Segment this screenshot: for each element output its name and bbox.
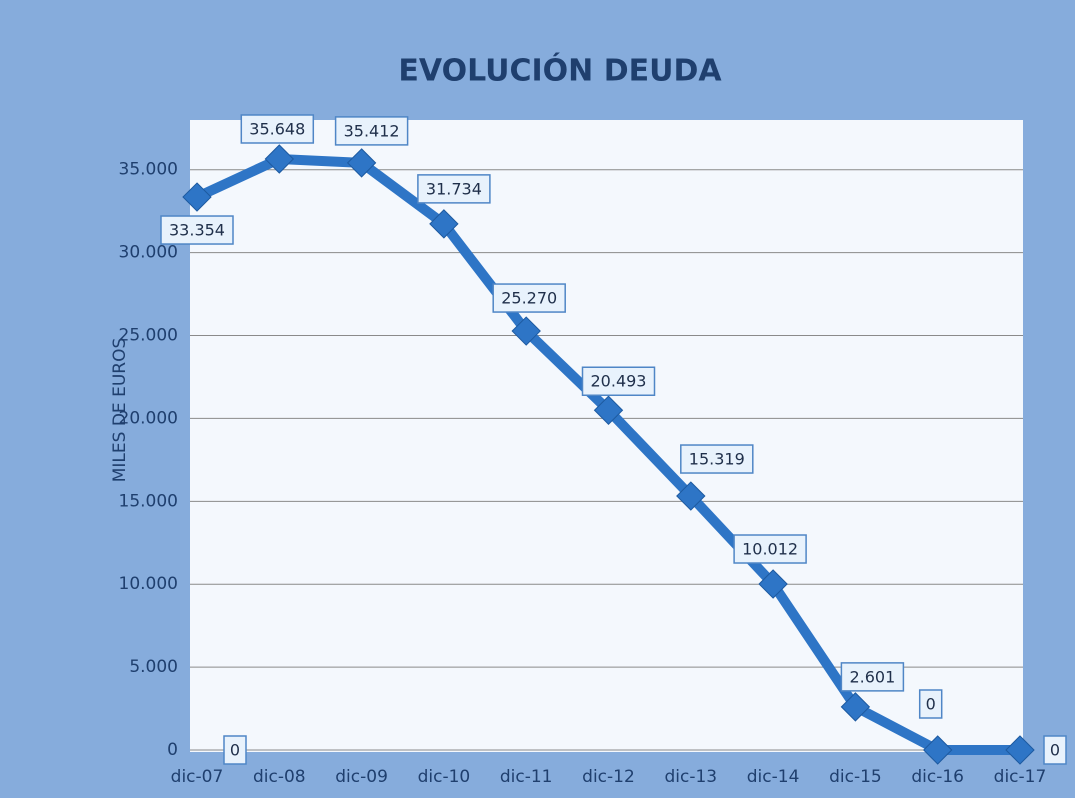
- annotation: 0: [230, 741, 240, 760]
- x-tick-label: dic-11: [500, 767, 553, 787]
- data-label-box: [918, 689, 943, 719]
- data-label: 35.412: [344, 121, 400, 140]
- data-label-box: [680, 444, 754, 474]
- y-tick-label: 10.000: [119, 574, 178, 594]
- x-tick-label: dic-10: [418, 767, 471, 787]
- y-tick-label: 25.000: [119, 326, 178, 346]
- data-label: 31.734: [426, 179, 482, 198]
- data-label: 25.270: [501, 289, 557, 308]
- marker: [346, 148, 377, 178]
- data-label-box: [581, 366, 656, 396]
- x-tick-label: dic-15: [829, 767, 882, 787]
- data-label-box: [334, 116, 409, 146]
- data-label: 35.648: [249, 119, 305, 138]
- marker: [264, 144, 295, 174]
- data-label: 20.493: [591, 372, 647, 391]
- x-tick-label: dic-13: [664, 767, 717, 787]
- data-label: 0: [926, 695, 936, 714]
- data-label: 2.601: [849, 667, 895, 686]
- chart-title: EVOLUCIÓN DEUDA: [398, 52, 722, 89]
- y-tick-label: 0: [167, 740, 178, 760]
- marker: [593, 395, 624, 425]
- annotation-box: [223, 735, 247, 765]
- data-label-box: [840, 662, 905, 692]
- x-tick-label: dic-07: [171, 767, 224, 787]
- data-label: 0: [1050, 741, 1060, 760]
- y-tick-label: 20.000: [119, 408, 178, 428]
- x-tick-label: dic-14: [747, 767, 800, 787]
- x-tick-label: dic-17: [994, 767, 1047, 787]
- data-label-box: [1043, 735, 1067, 765]
- marker: [840, 692, 871, 722]
- data-label: 10.012: [742, 540, 798, 559]
- data-label-box: [492, 283, 566, 313]
- marker: [511, 316, 541, 346]
- y-tick-label: 30.000: [119, 243, 178, 263]
- x-tick-label: dic-12: [582, 767, 635, 787]
- data-label-box: [240, 114, 315, 144]
- marker: [922, 735, 953, 765]
- marker: [758, 569, 788, 599]
- data-label-box: [733, 534, 807, 564]
- x-tick-label: dic-16: [911, 767, 964, 787]
- data-label-box: [417, 174, 491, 204]
- marker: [1005, 735, 1035, 765]
- data-label: 15.319: [689, 450, 745, 469]
- marker: [676, 481, 706, 511]
- y-tick-label: 15.000: [119, 491, 178, 511]
- x-tick-label: dic-09: [335, 767, 388, 787]
- data-label-box: [160, 215, 234, 245]
- marker: [429, 209, 459, 239]
- data-label: 33.354: [169, 221, 225, 240]
- marker: [182, 182, 212, 212]
- y-tick-label: 35.000: [119, 160, 178, 180]
- y-tick-label: 5.000: [129, 657, 178, 677]
- plot-area: [190, 120, 1023, 752]
- x-tick-label: dic-08: [253, 767, 306, 787]
- y-axis-label: MILES DE EUROS: [110, 338, 130, 483]
